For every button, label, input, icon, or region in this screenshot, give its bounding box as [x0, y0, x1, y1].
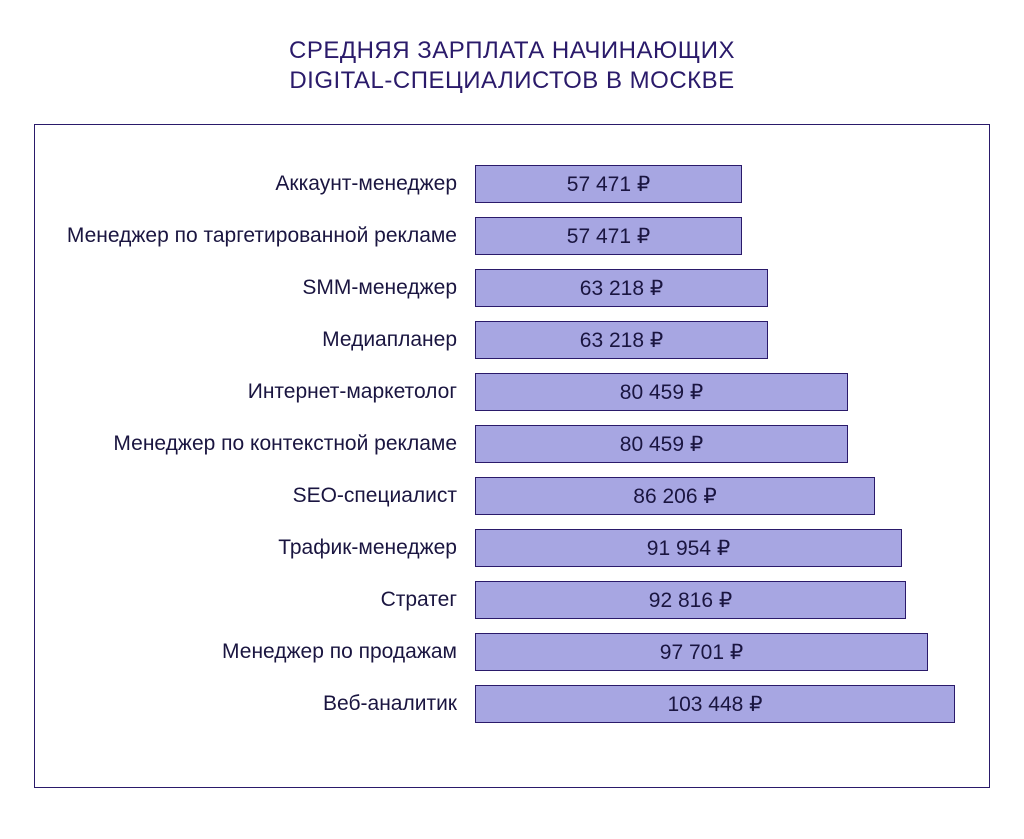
bar-track: 80 459 ₽ [475, 373, 975, 411]
bar-label: Менеджер по контекстной рекламе [35, 432, 475, 456]
bar-row: Медиапланер 63 218 ₽ [35, 321, 989, 359]
bar-value: 92 816 ₽ [649, 588, 732, 613]
chart-title: СРЕДНЯЯ ЗАРПЛАТА НАЧИНАЮЩИХ DIGITAL-СПЕЦ… [289, 36, 735, 96]
bar-label: SMM-менеджер [35, 276, 475, 300]
bar-row: Веб-аналитик 103 448 ₽ [35, 685, 989, 723]
bar-value: 57 471 ₽ [567, 172, 650, 197]
bar-track: 97 701 ₽ [475, 633, 975, 671]
bar-row: SEO-специалист 86 206 ₽ [35, 477, 989, 515]
bar-track: 57 471 ₽ [475, 217, 975, 255]
bar: 57 471 ₽ [475, 165, 742, 203]
title-line-1: СРЕДНЯЯ ЗАРПЛАТА НАЧИНАЮЩИХ [289, 37, 735, 64]
bar-value: 80 459 ₽ [620, 380, 703, 405]
bar-track: 92 816 ₽ [475, 581, 975, 619]
bar-label: Стратег [35, 588, 475, 612]
bar-row: Стратег 92 816 ₽ [35, 581, 989, 619]
bar: 57 471 ₽ [475, 217, 742, 255]
bar: 97 701 ₽ [475, 633, 928, 671]
bar-label: Менеджер по таргетированной рекламе [35, 224, 475, 248]
chart-container: Аккаунт-менеджер57 471 ₽Менеджер по тарг… [34, 124, 990, 788]
bar-track: 86 206 ₽ [475, 477, 975, 515]
bar-row: Аккаунт-менеджер 57 471 ₽ [35, 165, 989, 203]
bar-label: Аккаунт-менеджер [35, 172, 475, 196]
bar-rows: Аккаунт-менеджер57 471 ₽Менеджер по тарг… [35, 165, 989, 723]
bar-value: 86 206 ₽ [633, 484, 716, 509]
bar: 63 218 ₽ [475, 269, 768, 307]
bar-label: Менеджер по продажам [35, 640, 475, 664]
bar-value: 57 471 ₽ [567, 224, 650, 249]
bar: 80 459 ₽ [475, 425, 848, 463]
bar-value: 63 218 ₽ [580, 328, 663, 353]
bar-label: Интернет-маркетолог [35, 380, 475, 404]
bar-label: Веб-аналитик [35, 692, 475, 716]
bar-row: Менеджер по продажам 97 701 ₽ [35, 633, 989, 671]
bar-track: 63 218 ₽ [475, 321, 975, 359]
bar-track: 80 459 ₽ [475, 425, 975, 463]
bar-track: 91 954 ₽ [475, 529, 975, 567]
bar-track: 63 218 ₽ [475, 269, 975, 307]
bar-label: Медиапланер [35, 328, 475, 352]
bar-row: Трафик-менеджер 91 954 ₽ [35, 529, 989, 567]
bar-value: 103 448 ₽ [667, 692, 762, 717]
bar-row: Менеджер по контекстной рекламе 80 459 ₽ [35, 425, 989, 463]
bar-value: 63 218 ₽ [580, 276, 663, 301]
bar: 86 206 ₽ [475, 477, 875, 515]
title-line-2: DIGITAL-СПЕЦИАЛИСТОВ В МОСКВЕ [289, 67, 734, 94]
bar-row: Менеджер по таргетированной рекламе 57 47… [35, 217, 989, 255]
bar-row: Интернет-маркетолог 80 459 ₽ [35, 373, 989, 411]
bar-value: 80 459 ₽ [620, 432, 703, 457]
bar: 91 954 ₽ [475, 529, 902, 567]
bar: 80 459 ₽ [475, 373, 848, 411]
bar-track: 103 448 ₽ [475, 685, 975, 723]
bar: 103 448 ₽ [475, 685, 955, 723]
bar-label: SEO-специалист [35, 484, 475, 508]
bar-track: 57 471 ₽ [475, 165, 975, 203]
bar: 63 218 ₽ [475, 321, 768, 359]
bar-value: 97 701 ₽ [660, 640, 743, 665]
bar-label: Трафик-менеджер [35, 536, 475, 560]
bar-value: 91 954 ₽ [647, 536, 730, 561]
bar: 92 816 ₽ [475, 581, 906, 619]
bar-row: SMM-менеджер 63 218 ₽ [35, 269, 989, 307]
